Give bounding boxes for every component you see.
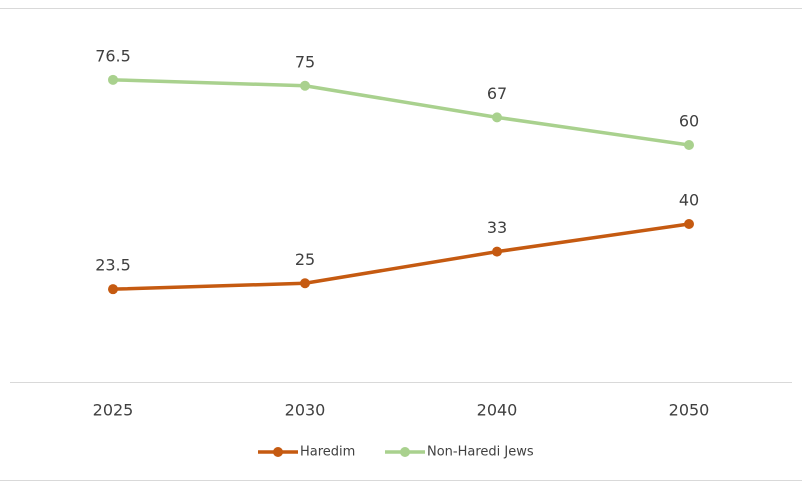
data-label: 75 bbox=[295, 52, 315, 71]
series-line bbox=[111, 222, 691, 291]
x-tick-label: 2040 bbox=[477, 401, 518, 420]
x-tick-label: 2030 bbox=[285, 401, 326, 420]
data-label: 60 bbox=[679, 112, 699, 131]
legend-label: Non-Haredi Jews bbox=[427, 445, 534, 460]
point bbox=[300, 80, 310, 91]
data-label: 76.5 bbox=[95, 46, 131, 65]
x-tick-label: 2025 bbox=[93, 401, 134, 420]
data-label: 33 bbox=[487, 218, 507, 237]
x-tick-label: 2050 bbox=[669, 401, 710, 420]
data-label: 67 bbox=[487, 84, 507, 103]
legend-marker bbox=[400, 447, 410, 457]
data-label: 23.5 bbox=[95, 256, 131, 275]
point bbox=[684, 219, 694, 229]
point bbox=[492, 246, 502, 257]
data-label: 25 bbox=[295, 250, 315, 269]
series-line bbox=[111, 78, 691, 147]
point bbox=[108, 74, 118, 85]
legend-label: Haredim bbox=[300, 445, 355, 460]
point bbox=[684, 140, 694, 150]
data-label: 40 bbox=[679, 191, 699, 210]
point bbox=[300, 278, 310, 289]
legend-marker bbox=[273, 447, 283, 457]
point bbox=[492, 112, 502, 123]
point bbox=[108, 284, 118, 295]
